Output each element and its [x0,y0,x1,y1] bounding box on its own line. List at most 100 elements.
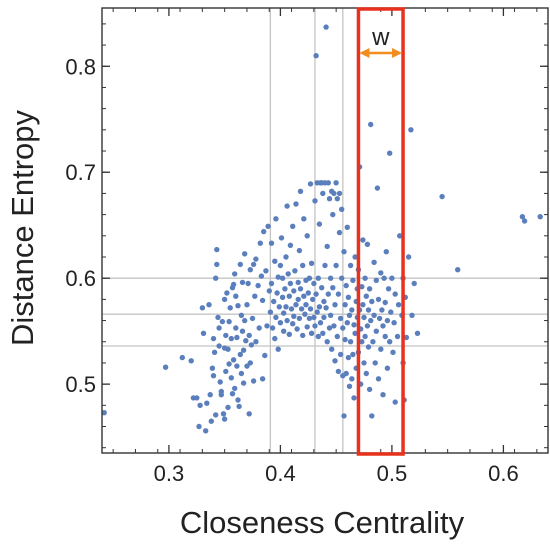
data-point [235,303,241,309]
data-point [341,249,347,255]
data-point [336,190,343,197]
data-point [362,333,368,340]
data-point [395,302,402,308]
data-point [240,380,247,386]
plot-border [101,7,549,454]
data-point [365,344,372,350]
data-point [296,247,303,254]
data-point [360,237,366,243]
data-point [284,317,290,324]
data-point [376,315,383,322]
data-point [385,286,392,292]
data-point [213,412,219,418]
data-point [265,223,271,229]
data-point [334,333,340,340]
data-point [285,271,291,277]
data-point [301,293,307,299]
data-point [323,305,329,311]
data-point [307,181,314,187]
data-point [238,370,245,377]
window-arrow-right-head [392,48,403,58]
data-point [216,325,222,331]
data-point [332,302,338,308]
data-point [352,254,358,260]
data-point [329,346,335,352]
data-point [389,275,395,281]
data-point [238,312,245,318]
data-point [331,323,337,329]
data-point [340,325,346,331]
data-point [240,347,247,353]
data-point [323,24,329,30]
data-point [227,305,233,311]
data-point [343,370,349,377]
data-point [230,357,237,363]
data-point [344,320,350,326]
data-point [248,342,255,348]
data-point [306,275,313,281]
plot-frame [101,7,549,454]
data-point [307,306,314,312]
data-point [232,271,238,277]
data-point [255,282,261,289]
data-point [279,275,286,281]
data-point [411,280,417,287]
data-point [384,317,391,324]
data-point [325,180,331,186]
data-point [375,296,382,303]
data-point [397,233,403,239]
data-point [339,206,345,212]
data-point [236,403,242,410]
data-point [237,261,243,268]
data-point [259,376,266,382]
data-point [364,323,371,329]
data-point [223,332,229,339]
data-point [382,333,388,340]
data-point [234,334,240,341]
data-point [370,339,376,345]
data-point [382,299,388,306]
data-point [380,392,386,398]
window-box [356,7,405,456]
data-point [351,322,357,328]
data-point [361,360,367,366]
y-tick-label: 0.6 [65,266,96,291]
data-point [335,368,342,375]
data-point [344,224,350,230]
data-point [275,274,281,280]
data-point [275,346,281,352]
data-point [375,376,382,382]
data-point [279,294,286,300]
data-point [286,293,292,299]
data-point [259,297,266,304]
data-point [203,428,209,434]
data-point [378,346,384,352]
data-point [327,312,334,318]
data-point [371,259,377,265]
data-point [455,267,461,273]
data-point [283,254,289,260]
data-point [274,290,280,296]
data-point [218,392,224,398]
data-point [392,399,398,405]
data-point [101,410,107,416]
data-point [295,279,301,286]
data-point [343,282,349,289]
x-tick-label: 0.3 [154,461,185,486]
window-arrow-left-head [359,48,370,58]
data-point [253,256,259,262]
data-point [246,332,252,339]
data-point [291,288,297,294]
data-point [295,296,301,303]
data-point [321,314,327,321]
data-point [263,268,269,274]
data-point [390,349,396,355]
data-point [337,351,344,358]
data-point [162,364,169,370]
data-point [368,121,374,128]
data-point [250,261,257,268]
data-point [352,330,358,336]
data-point [237,351,243,358]
data-point [250,378,257,384]
data-point [200,330,207,336]
